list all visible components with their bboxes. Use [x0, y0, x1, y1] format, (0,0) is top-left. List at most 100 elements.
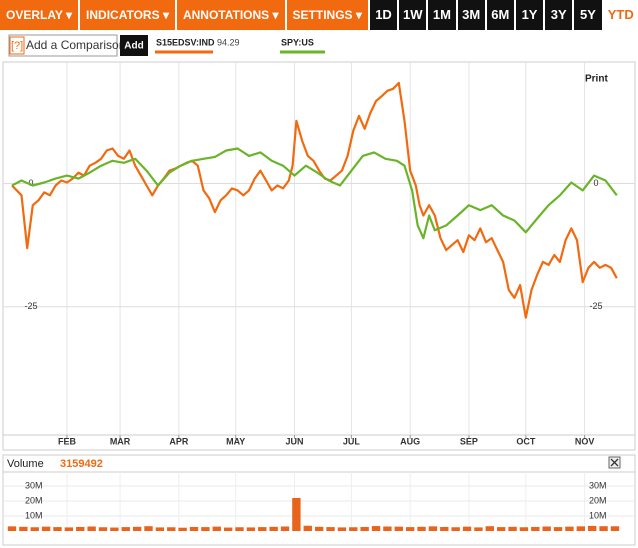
volume-bar: [587, 525, 597, 531]
toolbar: OVERLAY ▾ INDICATORS ▾ ANNOTATIONS ▾ SETTIN…: [0, 0, 638, 30]
period-button[interactable]: 3Y: [545, 0, 573, 30]
volume-bar: [394, 526, 403, 531]
x-tick-label: FEB: [58, 436, 77, 446]
x-tick-label: MAY: [226, 436, 245, 446]
volume-bar: [110, 527, 119, 531]
y-tick-label: 30M: [589, 480, 607, 490]
volume-bar: [565, 526, 574, 531]
volume-bar: [337, 527, 347, 531]
volume-bar: [405, 527, 415, 531]
y-tick-label: 20M: [589, 495, 607, 505]
y-tick-label: -25: [24, 301, 37, 311]
volume-bar: [462, 526, 472, 531]
volume-bar: [269, 526, 278, 531]
volume-bar: [610, 526, 620, 531]
volume-bar: [553, 527, 563, 531]
period-button[interactable]: 1W: [399, 0, 427, 30]
x-tick-label: AUG: [400, 436, 420, 446]
period-button[interactable]: 6M: [486, 0, 514, 30]
volume-bar: [599, 526, 608, 531]
volume-bar: [360, 526, 369, 531]
volume-bar: [212, 526, 221, 531]
volume-bar: [98, 527, 108, 531]
volume-panel: [2, 454, 636, 546]
help-box[interactable]: [9, 36, 25, 55]
y-tick-label: 10M: [25, 510, 43, 520]
volume-bar: [41, 526, 51, 531]
volume-bar: [576, 526, 585, 531]
volume-bar: [19, 526, 28, 531]
volume-bar: [314, 526, 324, 531]
y-tick-label: 0: [28, 178, 33, 188]
volume-bar: [76, 526, 85, 531]
x-tick-label: OCT: [516, 436, 536, 446]
volume-bar: [223, 527, 233, 531]
print-link[interactable]: Print: [585, 74, 608, 85]
volume-last-value: 3159492: [60, 458, 103, 470]
volume-bar: [246, 527, 256, 531]
volume-title: Volume: [7, 458, 44, 470]
legend-label: SPY:US: [281, 37, 314, 47]
volume-bar: [474, 527, 483, 531]
volume-bar: [144, 526, 153, 531]
series-line: [11, 147, 618, 240]
volume-bar: [189, 526, 199, 531]
volume-bar: [519, 527, 529, 531]
y-tick-label: 30M: [25, 480, 43, 490]
y-tick-label: 10M: [589, 510, 607, 520]
volume-bar: [496, 527, 506, 531]
comparison-placeholder: Add a Comparisor: [26, 38, 123, 52]
volume-bar: [87, 526, 96, 531]
legend-value: 94.29: [217, 37, 240, 47]
x-tick-label: NOV: [575, 436, 595, 446]
volume-bar: [235, 527, 244, 531]
series-line: [11, 81, 618, 319]
volume-bar: [428, 526, 438, 531]
period-button[interactable]: 1D: [369, 0, 398, 30]
help-icon[interactable]: [?]: [11, 40, 23, 52]
close-icon[interactable]: [610, 458, 619, 467]
volume-bar: [155, 527, 165, 531]
legend-label: S15EDSV:IND: [156, 37, 215, 47]
add-button[interactable]: [120, 35, 148, 56]
volume-bar: [371, 526, 381, 531]
period-button[interactable]: YTD: [603, 0, 638, 30]
menu-button[interactable]: INDICATORS ▾: [80, 0, 175, 30]
volume-bar: [303, 525, 312, 531]
y-tick-label: 20M: [25, 495, 43, 505]
volume-bar: [30, 527, 39, 531]
menu-button[interactable]: SETTINGS ▾: [286, 0, 368, 30]
comparison-input[interactable]: [8, 34, 118, 57]
period-button[interactable]: 5Y: [574, 0, 602, 30]
volume-bar: [178, 527, 187, 531]
x-tick-label: MAR: [110, 436, 131, 446]
volume-bar: [542, 526, 551, 531]
volume-bar: [485, 526, 494, 531]
price-panel: [2, 61, 636, 451]
x-tick-label: APR: [169, 436, 189, 446]
add-button-label[interactable]: Add: [124, 41, 143, 52]
volume-bar: [451, 527, 460, 531]
volume-bar: [417, 526, 426, 531]
x-tick-label: SEP: [460, 436, 478, 446]
volume-bar: [280, 526, 290, 531]
x-tick-label: JUL: [343, 436, 361, 446]
volume-bar: [258, 527, 267, 531]
menu-button[interactable]: ANNOTATIONS ▾: [176, 0, 285, 30]
volume-bar: [201, 527, 210, 531]
volume-bar: [383, 526, 392, 531]
y-tick-label: 0: [593, 178, 598, 188]
period-button[interactable]: 3M: [457, 0, 485, 30]
y-tick-label: -25: [589, 301, 602, 311]
period-button[interactable]: 1M: [428, 0, 456, 30]
volume-bar: [64, 527, 74, 531]
volume-bar: [167, 527, 176, 531]
volume-bar: [292, 498, 301, 531]
volume-bar: [132, 526, 142, 531]
menu-button[interactable]: OVERLAY ▾: [0, 0, 79, 30]
volume-bar: [121, 527, 130, 531]
volume-bar: [349, 527, 358, 531]
period-button[interactable]: 1Y: [515, 0, 544, 30]
